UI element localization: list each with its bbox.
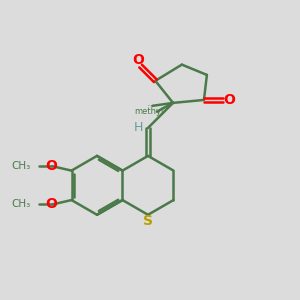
Text: CH₃: CH₃ bbox=[12, 161, 31, 171]
Text: S: S bbox=[143, 214, 153, 228]
Text: CH₃: CH₃ bbox=[12, 200, 31, 209]
Text: methyl: methyl bbox=[148, 105, 153, 106]
Text: methyl: methyl bbox=[134, 107, 163, 116]
Text: O: O bbox=[223, 93, 235, 107]
Text: H: H bbox=[134, 122, 143, 134]
Text: O: O bbox=[45, 159, 57, 173]
Text: O: O bbox=[132, 53, 144, 67]
Text: O: O bbox=[45, 197, 57, 212]
